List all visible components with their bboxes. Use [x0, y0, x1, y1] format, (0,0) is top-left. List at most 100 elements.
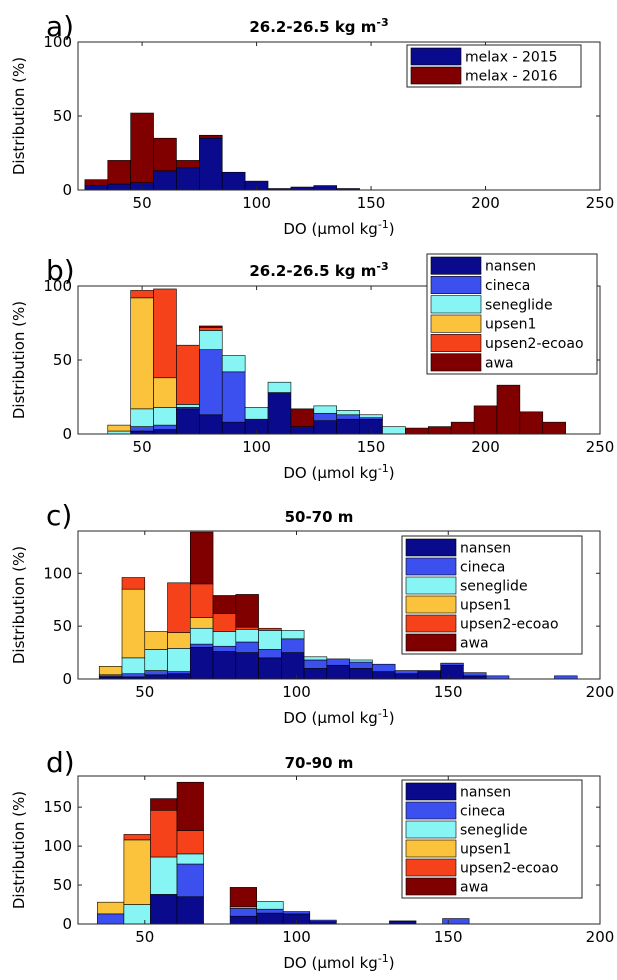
legend-swatch	[405, 839, 457, 858]
bar	[235, 629, 259, 643]
bar	[336, 410, 360, 416]
bar	[221, 355, 246, 373]
y-tick-label: 50	[53, 876, 72, 894]
legend-swatch	[410, 47, 462, 66]
legend-swatch	[405, 782, 457, 801]
panel-label: c)	[46, 499, 72, 532]
chart-title: 26.2-26.5 kg m-3	[249, 260, 388, 280]
y-tick-label: 50	[53, 107, 72, 125]
legend-label: cineca	[460, 560, 505, 576]
legend-label: upsen2-ecoao	[460, 861, 559, 877]
bar	[235, 626, 259, 630]
legend-label: nansen	[460, 541, 511, 557]
bar	[256, 908, 284, 914]
bar	[189, 643, 214, 648]
x-tick-label: 100	[282, 683, 311, 701]
bars	[98, 531, 578, 680]
legend-swatch	[405, 801, 457, 820]
y-tick-label: 50	[53, 351, 72, 369]
y-axis-label: Distribution (%)	[10, 791, 28, 909]
x-axis-label: DO (µmol kg-1)	[283, 952, 394, 972]
legend-swatch	[430, 295, 482, 314]
bar	[519, 411, 544, 435]
bar	[303, 656, 328, 661]
bar	[417, 671, 441, 680]
legend-swatch	[405, 633, 457, 652]
bar	[229, 887, 257, 908]
bar	[144, 631, 168, 650]
legend-label: upsen2-ecoao	[460, 617, 559, 633]
bar	[463, 672, 487, 677]
bar	[167, 648, 191, 672]
bar	[303, 659, 328, 669]
legend-label: upsen1	[485, 317, 536, 333]
bar	[258, 657, 282, 680]
bar	[256, 901, 284, 910]
bar	[121, 588, 146, 659]
bar	[123, 904, 151, 925]
bar	[199, 134, 223, 139]
x-axis-label: DO (µmol kg-1)	[283, 707, 394, 727]
chart-panel-b: 50 100 150 200 250 0 50 100 Distribution (%) DO (…	[10, 253, 614, 482]
legend-label: awa	[460, 636, 489, 652]
bar	[153, 407, 177, 426]
bar	[167, 632, 191, 649]
bar	[309, 919, 337, 922]
bar	[336, 418, 360, 435]
x-tick-label: 50	[135, 928, 154, 946]
bar	[130, 112, 154, 183]
bar	[290, 426, 315, 435]
y-tick-label: 0	[62, 425, 72, 443]
bar	[221, 371, 246, 423]
legend-label: cineca	[460, 804, 505, 820]
legend-swatch	[405, 858, 457, 877]
bar	[189, 627, 214, 645]
chart-panel-d: 50 100 150 200 0 50 100 150 Distribution (%) DO (…	[10, 746, 614, 972]
bar	[326, 658, 350, 666]
bar	[167, 671, 191, 675]
bar	[496, 384, 521, 435]
bar	[176, 863, 204, 898]
bar	[235, 641, 259, 653]
y-tick-label: 0	[62, 181, 72, 199]
chart-panel-c: 50 100 150 200 0 50 100 Distribution (%) DO (µmo…	[10, 499, 614, 727]
bar	[84, 185, 109, 191]
bar	[176, 781, 204, 831]
chart-title: 26.2-26.5 kg m-3	[249, 16, 388, 36]
bar	[389, 920, 417, 922]
bar	[199, 414, 223, 435]
legend-swatch	[430, 334, 482, 352]
bar	[267, 381, 292, 393]
bar	[121, 577, 146, 590]
legend-swatch	[430, 353, 482, 372]
bar	[176, 408, 200, 435]
legend-swatch	[405, 538, 457, 557]
bar	[417, 670, 441, 672]
bar	[130, 408, 154, 427]
bar	[473, 405, 498, 435]
bar	[176, 830, 204, 855]
bar	[212, 651, 237, 680]
legend-label: upsen1	[460, 598, 511, 614]
bar	[199, 137, 223, 191]
y-tick-label: 0	[62, 670, 72, 688]
bar	[167, 673, 191, 680]
bar	[450, 421, 475, 435]
bar	[176, 896, 204, 925]
legend-swatch	[410, 66, 462, 85]
legend-label: cineca	[485, 278, 530, 294]
bar	[107, 183, 131, 191]
bar	[121, 657, 146, 675]
legend-swatch	[405, 576, 457, 595]
bar	[372, 663, 396, 672]
bar	[176, 404, 200, 408]
legend-label: seneglide	[485, 297, 553, 313]
panel-label: a)	[46, 10, 74, 43]
bar	[258, 627, 282, 631]
legend-swatch	[405, 820, 457, 839]
bar	[107, 160, 131, 185]
bar	[235, 594, 259, 628]
legend-label: awa	[460, 880, 489, 896]
bar	[372, 671, 396, 680]
x-tick-label: 50	[133, 438, 152, 456]
